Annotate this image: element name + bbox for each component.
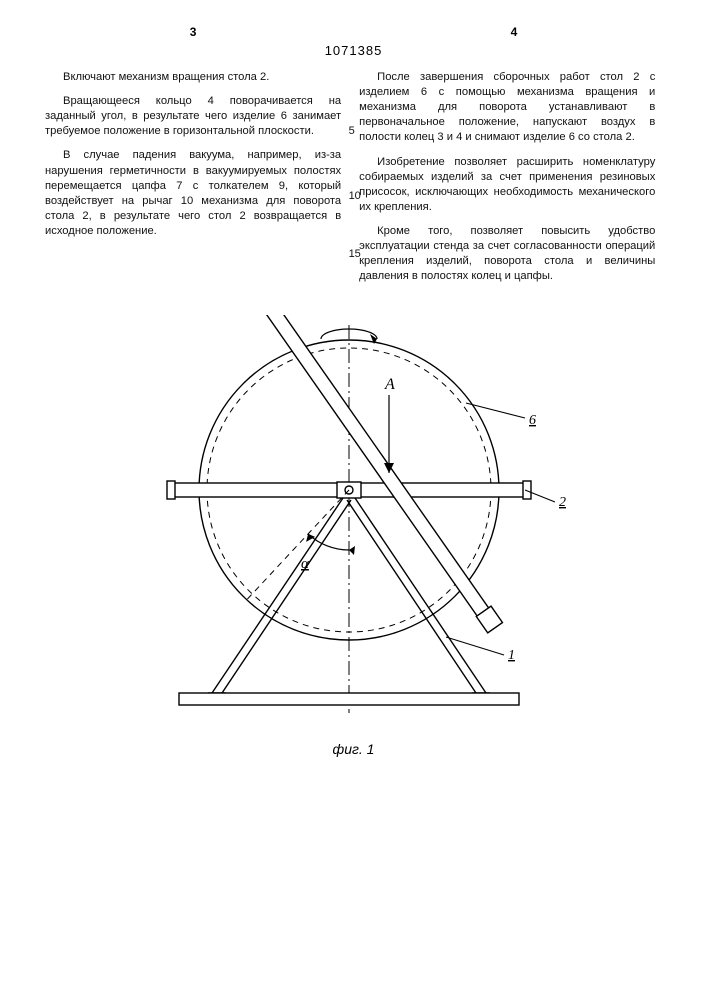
svg-text:α: α [301,556,310,572]
para-l3: В случае падения вакуума, например, из-з… [45,148,341,239]
figure-1: Aα 6 2 1 фиг. 1 [45,315,662,757]
svg-text:1: 1 [508,648,515,663]
figure-svg: Aα 6 2 1 [94,315,614,735]
col-head-left: 3 [45,25,341,39]
gutter-15: 15 [349,248,361,260]
para-l1: Включают механизм вращения стола 2. [45,70,341,85]
para-r2: Изобретение позволяет расширить номенкла… [359,155,655,215]
gutter-10: 10 [349,190,361,202]
column-right: После завершения сборочных работ стол 2 … [359,70,655,293]
gutter-5: 5 [349,125,355,137]
para-l2: Вращающееся кольцо 4 поворачивается на з… [45,94,341,139]
svg-text:2: 2 [559,495,566,510]
figure-caption: фиг. 1 [45,741,662,757]
para-r3: Кроме того, позволяет повысить удобство … [359,224,655,284]
para-r1: После завершения сборочных работ стол 2 … [359,70,655,146]
column-left: Включают механизм вращения стола 2. Вращ… [45,70,341,293]
svg-text:A: A [384,376,395,393]
col-head-right: 4 [366,25,662,39]
svg-text:6: 6 [529,413,536,428]
page-number: 1071385 [45,43,662,58]
